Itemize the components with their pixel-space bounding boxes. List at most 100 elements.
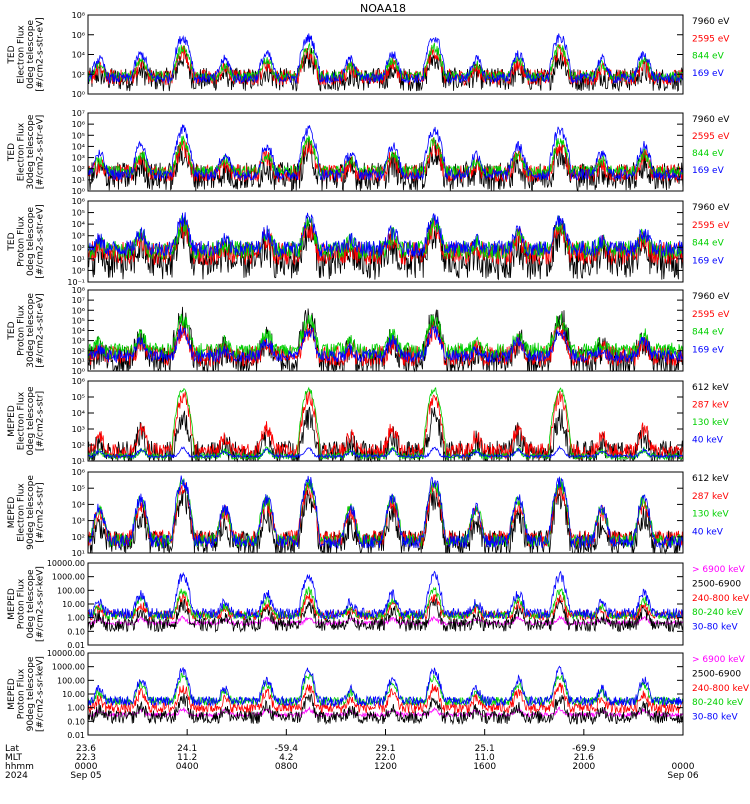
y-tick-label: 10⁶	[72, 197, 85, 206]
y-axis-label: MEPEDElectron Flux90deg telescope[#/cm2-…	[7, 475, 46, 550]
y-axis-label-line: MEPED	[7, 497, 17, 529]
y-axis-label-line: Proton Flux	[17, 305, 27, 356]
y-axis-label-line: Electron Flux	[17, 391, 27, 450]
y-axis-label-line: Proton Flux	[17, 216, 27, 267]
y-tick-label: 10⁴	[72, 142, 85, 151]
y-axis-label: MEPEDElectron Flux0deg telescope[#/cm2-s…	[7, 386, 46, 456]
y-tick-label: 10¹	[72, 457, 85, 466]
y-tick-label: 10⁶	[72, 306, 85, 315]
legend-entry: 612 keV	[692, 383, 729, 393]
legend-entry: > 6900 keV	[692, 565, 746, 575]
y-tick-label: 10⁷	[72, 109, 85, 118]
y-axis-label-line: [#/cm2-s-str-eV]	[36, 115, 46, 190]
legend-entry: 2500-6900	[692, 579, 741, 589]
legend-entry: 240-800 keV	[692, 594, 750, 604]
y-tick-label: 10³	[72, 232, 85, 241]
y-tick-label: 10⁸	[72, 11, 85, 20]
legend-entry: 2595 eV	[692, 221, 730, 231]
y-tick-label: 10⁰	[72, 367, 85, 376]
y-tick-label: 1000.00	[52, 663, 85, 672]
legend-entry: 80-240 keV	[692, 698, 744, 708]
panel-8: 0.010.101.0010.00100.001000.0010000.00ME…	[7, 649, 750, 740]
series-line-169-ev	[87, 33, 684, 85]
y-tick-label: 10¹	[72, 176, 85, 185]
y-tick-label: 10⁸	[72, 286, 85, 295]
legend-entry: 169 eV	[692, 69, 725, 79]
series-line-7960-ev	[87, 137, 684, 193]
y-tick-label: 10⁰	[72, 266, 85, 275]
y-tick-label: 0.01	[67, 731, 85, 740]
legend-entry: 2500-6900	[692, 669, 741, 679]
y-tick-label: 10⁴	[72, 409, 85, 418]
y-axis-label-line: [#/cm2-s-str-eV]	[36, 17, 46, 92]
series-line-169-ev	[87, 212, 684, 257]
x-tick-label: 22.3	[76, 753, 96, 763]
legend-entry: 844 eV	[692, 239, 725, 249]
y-tick-label: 10.00	[62, 690, 85, 699]
panel-5: 10¹ 10² 10³ 10⁴ 10⁵ 10⁶ MEPEDElectron Flux0deg…	[7, 377, 729, 466]
legend-entry: 130 keV	[692, 510, 729, 520]
y-axis-label-line: 0deg telescope	[26, 207, 36, 277]
y-tick-label: 10⁵	[72, 131, 85, 140]
series-line-30-80-kev	[87, 665, 684, 708]
panel-frame	[87, 112, 684, 192]
legend-entry: > 6900 keV	[692, 655, 746, 665]
y-tick-label: 10²	[72, 70, 85, 79]
y-axis-label-line: [#/cm2-s-str]	[36, 482, 46, 542]
y-axis-label-line: Proton Flux	[17, 668, 27, 719]
y-tick-label: 10⁶	[72, 377, 85, 386]
legend-entry: 30-80 keV	[692, 713, 738, 723]
y-tick-label: 10⁴	[72, 220, 85, 229]
y-axis-label-line: [#/cm2-s-sr-keV]	[36, 566, 46, 642]
legend-entry: 844 eV	[692, 328, 725, 338]
x-axis-row-label: 2024	[5, 771, 28, 781]
y-axis-label-line: 30deg telescope	[26, 293, 36, 368]
y-axis-label-line: MEPED	[7, 405, 17, 437]
legend-entry: 287 keV	[692, 492, 729, 502]
legend-entry: 169 eV	[692, 345, 725, 355]
legend-entry: 287 keV	[692, 401, 729, 411]
y-tick-label: 10⁶	[72, 31, 85, 40]
y-tick-label: 1000.00	[52, 573, 85, 582]
legend-entry: 240-800 keV	[692, 684, 750, 694]
y-axis-label-line: [#/cm2-s-str-eV]	[36, 293, 46, 368]
x-tick-label: Sep 06	[667, 771, 699, 781]
y-axis-label-line: TED	[7, 321, 17, 340]
y-tick-label: 10⁴	[72, 500, 85, 509]
x-tick-label: Sep 05	[70, 771, 101, 781]
series-line-40-kev	[87, 445, 684, 460]
y-axis-label-line: 90deg telescope	[26, 475, 36, 550]
y-tick-label: 10⁴	[72, 327, 85, 336]
panel-7: 0.010.101.0010.00100.001000.0010000.00ME…	[7, 559, 750, 650]
y-tick-label: 10²	[72, 347, 85, 356]
y-axis-label-line: 90deg telescope	[26, 656, 36, 731]
x-tick-label: 4.2	[279, 753, 293, 763]
y-tick-label: 10⁴	[72, 51, 85, 60]
y-tick-label: 10⁰	[72, 90, 85, 99]
y-tick-label: 10⁵	[72, 209, 85, 218]
y-tick-label: 10.00	[62, 600, 85, 609]
y-tick-label: 100.00	[57, 586, 85, 595]
y-tick-label: 10¹	[72, 549, 85, 558]
x-tick-label: 29.1	[375, 744, 395, 754]
legend-entry: 169 eV	[692, 166, 725, 176]
series-line-2500-6900	[87, 692, 684, 726]
series-line--6900-kev	[87, 615, 684, 627]
series-line-240-800-kev	[87, 592, 684, 621]
y-tick-label: 10⁶	[72, 120, 85, 129]
y-axis-label: TEDElectron Flux0deg telescope[#/cm2-s-s…	[7, 17, 46, 92]
series-line-2500-6900	[87, 597, 684, 633]
x-tick-label: -59.4	[275, 744, 299, 754]
x-tick-label: 22.0	[375, 753, 395, 763]
panel-frame	[87, 380, 684, 462]
legend-entry: 40 keV	[692, 436, 724, 446]
y-axis-label-line: Electron Flux	[17, 483, 27, 542]
y-axis-label: TEDElectron Flux30deg telescope[#/cm2-s-…	[7, 114, 46, 189]
legend-entry: 844 eV	[692, 52, 725, 62]
legend-entry: 7960 eV	[692, 115, 730, 125]
series-line-844-ev	[87, 312, 684, 360]
y-tick-label: 0.10	[67, 717, 85, 726]
y-axis-label: MEPEDProton Flux0deg telescope[#/cm2-s-s…	[7, 566, 46, 642]
